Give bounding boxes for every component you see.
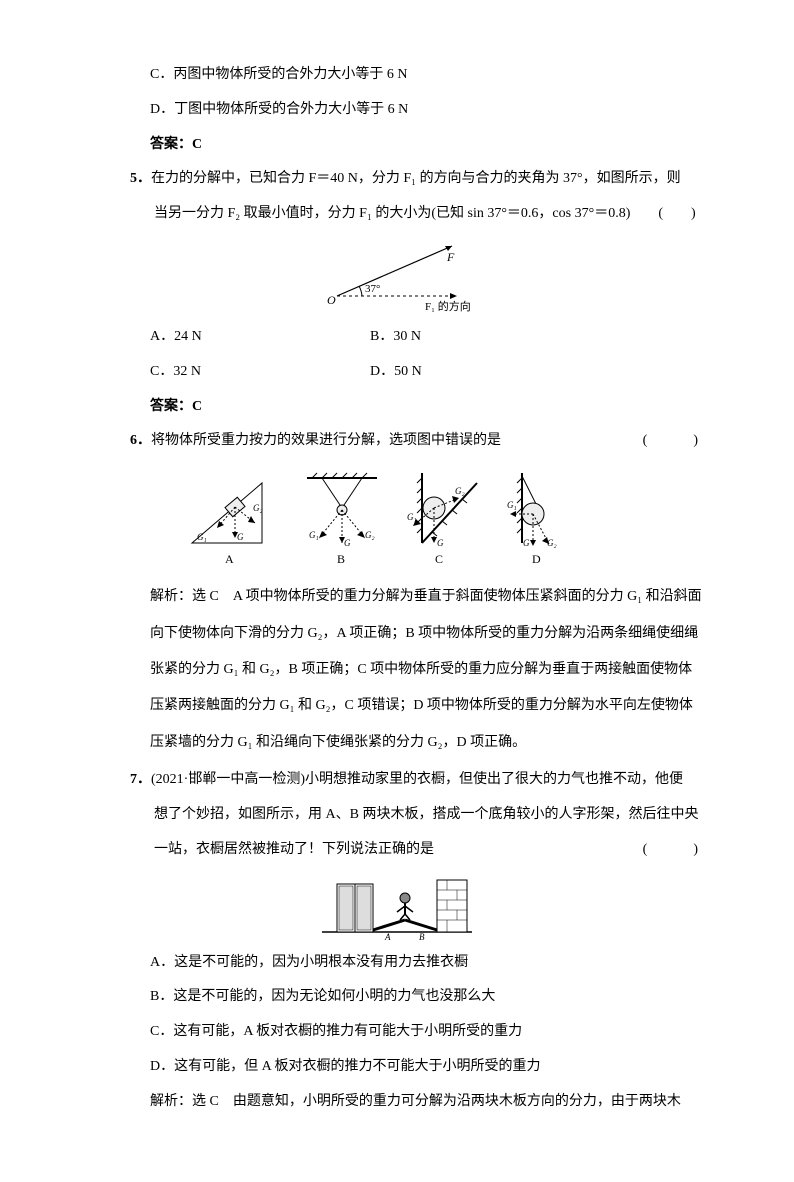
svg-text:G: G [437,538,444,548]
svg-text:B: B [419,932,425,942]
q5-answer: 答案：C [90,392,704,423]
q5-option-b: B．30 N [370,322,590,353]
q5-stem-line2: 当另一分力 F₂ 取最小值时，分力 F₁ 的大小为(已知 sin 37°＝0.6… [90,199,704,230]
q5-options-row2: C．32 N D．50 N [90,357,704,388]
svg-text:G: G [237,532,244,542]
q5-option-d: D．50 N [370,357,590,388]
svg-text:A: A [384,932,391,942]
prev-option-d: D．丁图中物体所受的合外力大小等于 6 N [90,95,704,126]
q7-stem-line1: 7．(2021·邯郸一中高一检测)小明想推动家里的衣橱，但使出了很大的力气也推不… [90,765,704,796]
q6-number: 6． [130,433,151,448]
svg-text:A: A [225,552,234,566]
q5-option-c: C．32 N [150,357,370,388]
angle-label: 37° [365,283,380,295]
svg-text:G₁: G₁ [407,512,417,522]
q5-text-1: 在力的分解中，已知合力 F＝40 N，分力 F₁ 的方向与合力的夹角为 37°，… [151,171,681,186]
q7-option-d: D．这有可能，但 A 板对衣橱的推力不可能大于小明所受的重力 [90,1052,704,1083]
q6-figure: G₁ G₂ G A G₁ G₂ G B [90,463,704,573]
q7-stem-line3: 一站，衣橱居然被推动了！下列说法正确的是 ( ) [90,835,704,866]
svg-text:B: B [337,552,345,566]
O-label: O [327,293,336,307]
svg-text:G₂: G₂ [455,486,465,496]
svg-text:C: C [435,552,443,566]
q7-text-1: (2021·邯郸一中高一检测)小明想推动家里的衣橱，但使出了很大的力气也推不动，… [151,772,683,787]
q5-option-a: A．24 N [150,322,370,353]
q7-text-3: 一站，衣橱居然被推动了！下列说法正确的是 [154,835,434,866]
svg-text:D: D [532,552,541,566]
q6-paren: ( ) [667,426,704,457]
q6-explanation: 解析：选 C A 项中物体所受的重力分解为垂直于斜面使物体压紧斜面的分力 G₁ … [90,579,704,761]
q7-explanation: 解析：选 C 由题意知，小明所受的重力可分解为沿两块木板方向的分力，由于两块木 [90,1087,704,1118]
prev-answer: 答案：C [90,130,704,161]
F1-label: F₁ 的方向 [425,299,471,313]
F-label: F [446,250,455,264]
svg-text:G₂: G₂ [253,503,263,513]
q7-paren: ( ) [643,835,704,866]
q6-text: 将物体所受重力按力的效果进行分解，选项图中错误的是 [151,433,501,448]
q7-figure: A B [90,872,704,942]
svg-text:G₂: G₂ [547,538,557,548]
svg-text:G: G [523,538,530,548]
q5-options-row1: A．24 N B．30 N [90,322,704,353]
q7-number: 7． [130,772,151,787]
q6-stem: 6．将物体所受重力按力的效果进行分解，选项图中错误的是 ( ) [90,426,704,457]
prev-option-c: C．丙图中物体所受的合外力大小等于 6 N [90,60,704,91]
svg-text:G₁: G₁ [197,532,207,542]
q5-figure: 37° F O F₁ 的方向 [90,236,704,316]
svg-text:G: G [344,538,351,548]
svg-text:G₁: G₁ [507,500,517,510]
svg-text:G₁: G₁ [309,530,319,540]
q5-number: 5． [130,171,151,186]
q5-stem-line1: 5．在力的分解中，已知合力 F＝40 N，分力 F₁ 的方向与合力的夹角为 37… [90,164,704,195]
svg-text:G₂: G₂ [365,530,375,540]
q7-option-b: B．这是不可能的，因为无论如何小明的力气也没那么大 [90,982,704,1013]
q7-stem-line2: 想了个妙招，如图所示，用 A、B 两块木板，搭成一个底角较小的人字形架，然后往中… [90,800,704,831]
q7-option-c: C．这有可能，A 板对衣橱的推力有可能大于小明所受的重力 [90,1017,704,1048]
q7-option-a: A．这是不可能的，因为小明根本没有用力去推衣橱 [90,948,704,979]
